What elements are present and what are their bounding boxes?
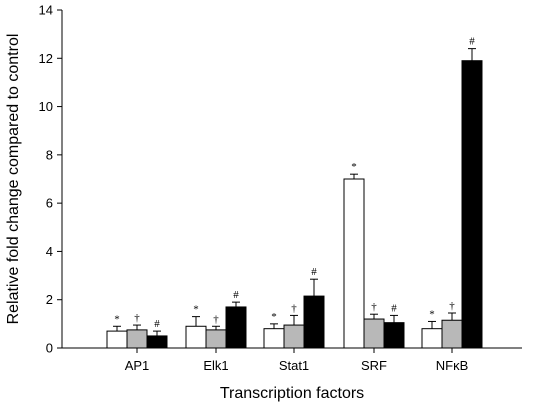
y-tick-label-14: 14 bbox=[39, 3, 53, 18]
y-tick-label-6: 6 bbox=[46, 196, 53, 211]
bar-SRF-s3 bbox=[383, 322, 405, 349]
significance-marker-Stat1-s3: # bbox=[311, 266, 317, 278]
y-axis-title: Relative fold change compared to control bbox=[5, 34, 22, 325]
error-bars-layer bbox=[113, 48, 476, 336]
significance-marker-Stat1-s1: * bbox=[271, 311, 277, 323]
significance-marker-NFκB-s2: † bbox=[449, 300, 455, 312]
y-tick-label-2: 2 bbox=[46, 292, 53, 307]
significance-markers-layer: * † # * † # * † # * † # * † # bbox=[114, 36, 475, 330]
y-tick-label-0: 0 bbox=[46, 341, 53, 356]
x-axis-title: Transcription factors bbox=[220, 385, 364, 402]
bar-AP1-s3 bbox=[146, 335, 168, 349]
significance-marker-Stat1-s2: † bbox=[291, 302, 297, 314]
x-tick-label-Elk1: Elk1 bbox=[203, 358, 228, 373]
significance-marker-Elk1-s1: * bbox=[193, 304, 199, 316]
y-tick-label-4: 4 bbox=[46, 244, 53, 259]
bar-NFκB-s1 bbox=[421, 328, 443, 349]
significance-marker-NFκB-s1: * bbox=[429, 308, 435, 320]
bar-Stat1-s3 bbox=[303, 295, 325, 349]
bar-NFκB-s3 bbox=[461, 60, 483, 349]
bar-AP1-s1 bbox=[106, 330, 128, 349]
x-tick-label-SRF: SRF bbox=[361, 358, 387, 373]
bar-SRF-s1 bbox=[343, 178, 365, 349]
bar-Elk1-s1 bbox=[185, 325, 207, 349]
significance-marker-AP1-s2: † bbox=[134, 312, 140, 324]
bar-AP1-s2 bbox=[126, 329, 148, 349]
significance-marker-NFκB-s3: # bbox=[469, 36, 475, 48]
significance-marker-SRF-s3: # bbox=[391, 302, 397, 314]
x-tick-label-AP1: AP1 bbox=[125, 358, 150, 373]
axes-layer: 0 2 4 6 8 10 12 14 AP1 Elk1 Stat1 SRF NFκB bbox=[39, 3, 522, 373]
significance-marker-AP1-s3: # bbox=[154, 318, 160, 330]
significance-marker-Elk1-s2: † bbox=[213, 313, 219, 325]
bar-Elk1-s3 bbox=[225, 306, 247, 349]
x-tick-label-NFκB: NFκB bbox=[436, 358, 469, 373]
bar-SRF-s2 bbox=[363, 318, 385, 349]
significance-marker-SRF-s1: * bbox=[351, 161, 357, 173]
significance-marker-AP1-s1: * bbox=[114, 313, 120, 325]
bar-Elk1-s2 bbox=[205, 329, 227, 349]
bar-Stat1-s1 bbox=[263, 328, 285, 349]
x-tick-label-Stat1: Stat1 bbox=[279, 358, 309, 373]
y-tick-label-8: 8 bbox=[46, 147, 53, 162]
significance-marker-Elk1-s3: # bbox=[233, 289, 239, 301]
y-tick-label-12: 12 bbox=[39, 51, 53, 66]
y-tick-label-10: 10 bbox=[39, 99, 53, 114]
bar-Stat1-s2 bbox=[283, 324, 305, 349]
bar-NFκB-s2 bbox=[441, 319, 463, 349]
significance-marker-SRF-s2: † bbox=[371, 301, 377, 313]
